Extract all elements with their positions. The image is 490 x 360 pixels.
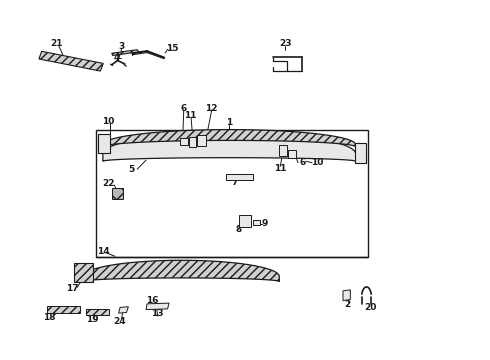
Text: 10: 10: [311, 158, 324, 167]
Text: 21: 21: [50, 40, 63, 49]
Text: 11: 11: [274, 164, 287, 173]
Bar: [253, 220, 260, 225]
Text: 23: 23: [279, 40, 292, 49]
Text: 13: 13: [151, 310, 164, 319]
Bar: [239, 215, 251, 227]
Text: 5: 5: [128, 165, 134, 174]
Bar: [74, 263, 93, 282]
Text: 12: 12: [205, 104, 218, 113]
Bar: [279, 145, 287, 156]
Bar: [112, 188, 122, 199]
Text: 16: 16: [146, 296, 158, 305]
Text: 14: 14: [97, 248, 109, 256]
Polygon shape: [119, 307, 128, 313]
Text: 19: 19: [86, 315, 98, 324]
Text: 11: 11: [184, 111, 196, 120]
Polygon shape: [103, 132, 356, 161]
Text: 18: 18: [43, 313, 55, 322]
Bar: [189, 137, 196, 147]
Bar: [96, 130, 368, 257]
Bar: [226, 174, 253, 180]
Polygon shape: [112, 50, 139, 55]
Bar: [47, 306, 80, 313]
Text: 6: 6: [181, 104, 187, 113]
Bar: [355, 143, 366, 163]
Bar: [180, 138, 188, 145]
Text: 22: 22: [102, 179, 115, 188]
Polygon shape: [146, 303, 169, 310]
Text: 9: 9: [261, 220, 268, 229]
Polygon shape: [83, 260, 279, 282]
Polygon shape: [103, 130, 356, 147]
Polygon shape: [39, 51, 103, 71]
Text: 10: 10: [101, 117, 114, 126]
Text: 6: 6: [300, 158, 306, 167]
Bar: [288, 150, 296, 158]
Bar: [98, 134, 110, 153]
Text: 3: 3: [119, 42, 124, 51]
Text: 24: 24: [114, 317, 126, 325]
Text: 17: 17: [66, 284, 79, 293]
Text: 20: 20: [364, 303, 376, 312]
Text: 7: 7: [231, 179, 238, 188]
Text: 1: 1: [226, 118, 232, 127]
Text: 2: 2: [344, 300, 350, 309]
Bar: [197, 135, 206, 146]
Polygon shape: [343, 290, 350, 301]
Text: 15: 15: [166, 44, 179, 53]
Text: 4: 4: [113, 53, 120, 62]
Bar: [86, 309, 109, 315]
Text: 8: 8: [236, 225, 242, 234]
